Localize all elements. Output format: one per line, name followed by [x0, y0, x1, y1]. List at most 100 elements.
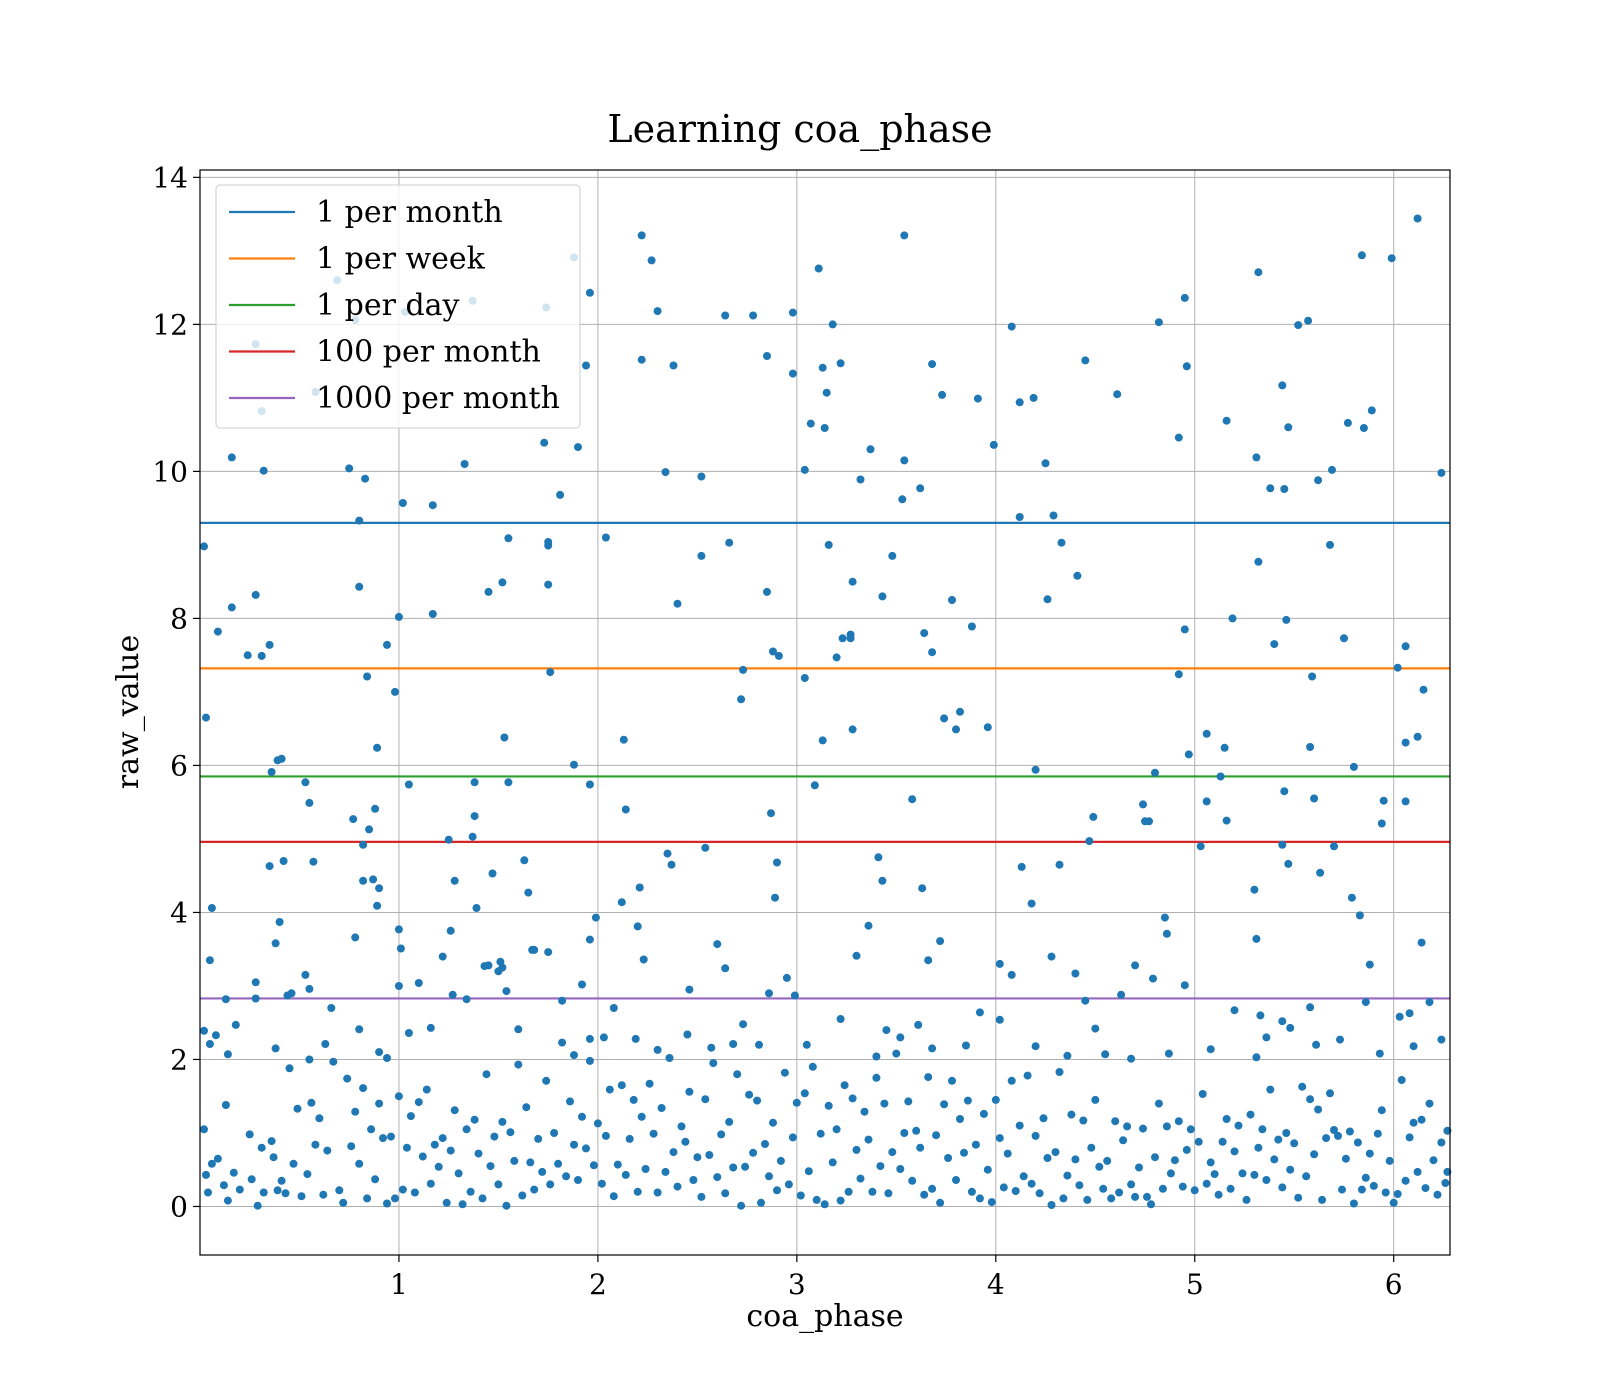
scatter-point	[1306, 1003, 1315, 1012]
scatter-point	[1031, 1131, 1040, 1140]
scatter-point	[428, 610, 437, 618]
scatter-point	[709, 1059, 718, 1068]
scatter-point	[601, 1131, 610, 1140]
scatter-point	[677, 1122, 686, 1131]
scatter-point	[1361, 1173, 1370, 1182]
scatter-point	[444, 835, 453, 844]
scatter-point	[802, 1040, 811, 1049]
y-tick-label: 4	[170, 896, 188, 929]
scatter-point	[749, 1148, 758, 1157]
scatter-point	[782, 973, 791, 982]
scatter-point	[1087, 1143, 1096, 1152]
scatter-point	[633, 1187, 642, 1196]
scatter-point	[1421, 1184, 1430, 1193]
plot-frame	[199, 169, 1451, 1256]
scatter-point	[245, 1130, 254, 1139]
scatter-point	[1149, 974, 1157, 983]
scatter-point	[200, 542, 208, 551]
scatter-point	[1127, 1180, 1136, 1189]
scatter-point	[371, 804, 380, 813]
scatter-point	[1174, 1117, 1183, 1126]
scatter-point	[231, 1020, 240, 1029]
scatter-point	[1413, 1167, 1422, 1176]
scatter-point	[351, 1107, 360, 1116]
scatter-point	[1310, 794, 1319, 803]
scatter-point	[1242, 1195, 1251, 1204]
scatter-point	[856, 475, 865, 484]
scatter-point	[908, 795, 917, 804]
scatter-point	[1043, 595, 1052, 604]
scatter-point	[1198, 1090, 1207, 1098]
scatter-point	[277, 754, 286, 763]
scatter-point	[956, 1115, 964, 1123]
legend-label: 1 per week	[316, 242, 486, 277]
scatter-point	[1059, 1194, 1068, 1203]
scatter-point	[962, 1041, 970, 1050]
scatter-point	[534, 1134, 543, 1143]
scatter-point	[649, 1129, 658, 1138]
scatter-point	[591, 913, 600, 922]
scatter-point	[1151, 768, 1159, 777]
scatter-point	[544, 948, 553, 957]
scatter-point	[518, 1191, 527, 1200]
scatter-point	[852, 1145, 861, 1154]
scatter-point	[315, 1114, 324, 1123]
scatter-point	[514, 1025, 523, 1034]
scatter-point	[763, 352, 771, 360]
scatter-point	[790, 991, 799, 1000]
scatter-point	[1373, 1129, 1382, 1138]
scatter-point	[267, 768, 276, 776]
scatter-point	[936, 937, 945, 946]
scatter-point	[800, 465, 809, 474]
scatter-point	[765, 989, 773, 998]
scatter-point	[271, 1044, 280, 1053]
scatter-point	[1419, 685, 1428, 694]
scatter-point	[701, 843, 710, 852]
scatter-point	[761, 1140, 769, 1148]
scatter-point	[1190, 1186, 1199, 1195]
scatter-point	[418, 1152, 427, 1161]
scatter-point	[1343, 418, 1352, 427]
scatter-point	[1389, 1198, 1398, 1207]
scatter-point	[1252, 1053, 1261, 1062]
scatter-point	[840, 1081, 849, 1090]
scatter-point	[878, 592, 887, 601]
scatter-point	[1310, 1150, 1319, 1159]
scatter-point	[446, 926, 455, 935]
scatter-point	[1405, 1009, 1414, 1018]
scatter-point	[1322, 1134, 1331, 1143]
scatter-point	[872, 1073, 881, 1082]
scatter-point	[540, 438, 549, 447]
scatter-point	[343, 1074, 352, 1083]
scatter-point	[414, 979, 423, 987]
scatter-point	[1433, 1190, 1442, 1199]
scatter-point	[1290, 1139, 1299, 1148]
x-tick-label: 2	[589, 1268, 607, 1301]
scatter-point	[1039, 1114, 1048, 1123]
scatter-point	[1067, 1110, 1076, 1119]
scatter-point	[213, 627, 222, 636]
scatter-point	[1365, 960, 1374, 969]
scatter-point	[574, 1176, 582, 1184]
scatter-point	[1338, 1185, 1346, 1194]
scatter-point	[585, 780, 594, 789]
scatter-point	[1385, 1156, 1394, 1165]
scatter-point	[713, 1173, 722, 1182]
scatter-point	[593, 1119, 602, 1128]
scatter-point	[446, 1146, 455, 1155]
scatter-point	[928, 1184, 937, 1193]
scatter-point	[609, 1004, 618, 1012]
scatter-point	[1007, 322, 1016, 331]
scatter-point	[1091, 1095, 1100, 1104]
scatter-point	[1170, 1156, 1179, 1165]
scatter-point	[200, 1125, 208, 1134]
scatter-point	[1316, 868, 1325, 877]
scatter-point	[1262, 1033, 1271, 1042]
scatter-point	[920, 629, 929, 638]
scatter-point	[585, 1056, 594, 1065]
scatter-point	[613, 1160, 622, 1169]
scatter-point	[733, 1070, 742, 1079]
scatter-point	[1027, 899, 1036, 908]
scatter-point	[1266, 1085, 1275, 1094]
scatter-point	[824, 1101, 833, 1110]
